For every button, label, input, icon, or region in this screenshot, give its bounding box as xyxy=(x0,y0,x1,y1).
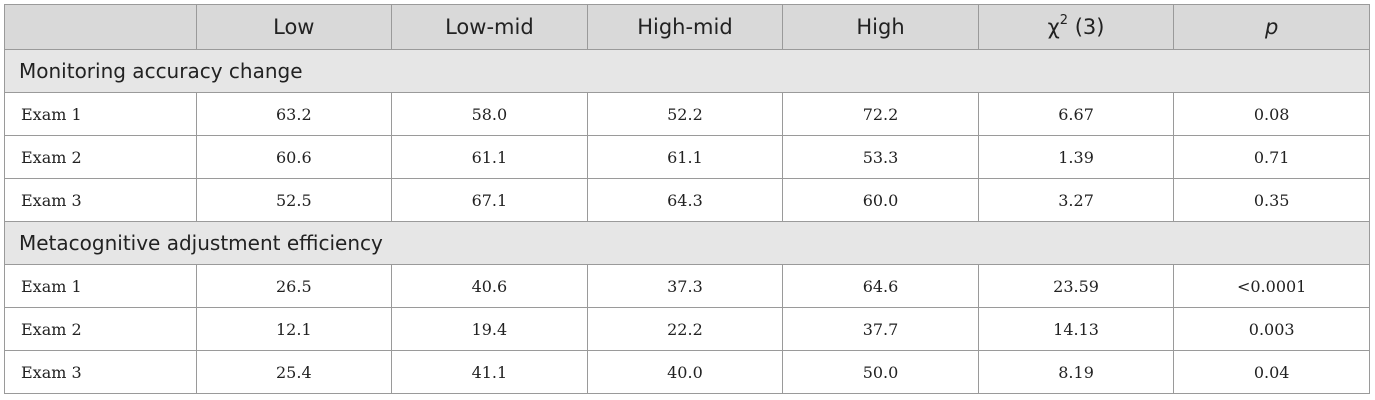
cell-high-mid: 61.1 xyxy=(586,135,784,179)
results-table-container: Low Low-mid High-mid High χ2 (3) p Monit… xyxy=(4,4,1370,394)
table-row: Exam 3 25.4 41.1 40.0 50.0 8.19 0.04 xyxy=(4,350,1370,394)
section-row-monitoring: Monitoring accuracy change xyxy=(4,49,1370,93)
chi-df: (3) xyxy=(1068,15,1105,39)
cell-high: 60.0 xyxy=(782,178,979,222)
results-table: Low Low-mid High-mid High χ2 (3) p Monit… xyxy=(4,4,1370,394)
cell-high-mid: 37.3 xyxy=(586,264,784,308)
section-title: Metacognitive adjustment efficiency xyxy=(4,221,1370,265)
cell-low: 25.4 xyxy=(195,350,393,394)
header-p: p xyxy=(1173,4,1370,50)
cell-p: 0.04 xyxy=(1173,350,1370,394)
cell-low-mid: 67.1 xyxy=(391,178,588,222)
table-row: Exam 3 52.5 67.1 64.3 60.0 3.27 0.35 xyxy=(4,178,1370,222)
section-row-metacognitive: Metacognitive adjustment efficiency xyxy=(4,221,1370,265)
cell-chi-square: 3.27 xyxy=(977,178,1175,222)
cell-low-mid: 58.0 xyxy=(391,92,588,136)
cell-chi-square: 14.13 xyxy=(977,307,1175,351)
cell-p: 0.35 xyxy=(1173,178,1370,222)
cell-low-mid: 61.1 xyxy=(391,135,588,179)
row-label: Exam 2 xyxy=(4,307,197,351)
cell-p: 0.71 xyxy=(1173,135,1370,179)
row-label: Exam 2 xyxy=(4,135,197,179)
row-label: Exam 3 xyxy=(4,178,197,222)
header-high: High xyxy=(782,4,979,50)
cell-chi-square: 1.39 xyxy=(977,135,1175,179)
cell-low-mid: 41.1 xyxy=(391,350,588,394)
cell-high-mid: 64.3 xyxy=(586,178,784,222)
table-row: Exam 1 63.2 58.0 52.2 72.2 6.67 0.08 xyxy=(4,92,1370,136)
header-row: Low Low-mid High-mid High χ2 (3) p xyxy=(4,4,1370,50)
row-label: Exam 1 xyxy=(4,92,197,136)
cell-chi-square: 6.67 xyxy=(977,92,1175,136)
header-chi-square: χ2 (3) xyxy=(977,4,1175,50)
header-high-mid: High-mid xyxy=(586,4,784,50)
cell-low: 60.6 xyxy=(195,135,393,179)
section-title: Monitoring accuracy change xyxy=(4,49,1370,93)
cell-chi-square: 23.59 xyxy=(977,264,1175,308)
cell-chi-square: 8.19 xyxy=(977,350,1175,394)
cell-high: 37.7 xyxy=(782,307,979,351)
cell-high-mid: 40.0 xyxy=(586,350,784,394)
header-low: Low xyxy=(195,4,393,50)
header-low-mid: Low-mid xyxy=(391,4,588,50)
cell-high: 72.2 xyxy=(782,92,979,136)
cell-high: 50.0 xyxy=(782,350,979,394)
cell-high-mid: 52.2 xyxy=(586,92,784,136)
cell-high-mid: 22.2 xyxy=(586,307,784,351)
table-row: Exam 1 26.5 40.6 37.3 64.6 23.59 <0.0001 xyxy=(4,264,1370,308)
cell-p: <0.0001 xyxy=(1173,264,1370,308)
cell-low-mid: 40.6 xyxy=(391,264,588,308)
table-row: Exam 2 12.1 19.4 22.2 37.7 14.13 0.003 xyxy=(4,307,1370,351)
cell-low: 63.2 xyxy=(195,92,393,136)
cell-low: 12.1 xyxy=(195,307,393,351)
cell-p: 0.08 xyxy=(1173,92,1370,136)
cell-low: 26.5 xyxy=(195,264,393,308)
cell-low: 52.5 xyxy=(195,178,393,222)
header-corner xyxy=(4,4,197,50)
cell-high: 64.6 xyxy=(782,264,979,308)
row-label: Exam 1 xyxy=(4,264,197,308)
chi-symbol: χ xyxy=(1047,15,1060,39)
cell-p: 0.003 xyxy=(1173,307,1370,351)
cell-high: 53.3 xyxy=(782,135,979,179)
chi-exponent: 2 xyxy=(1059,13,1069,28)
table-row: Exam 2 60.6 61.1 61.1 53.3 1.39 0.71 xyxy=(4,135,1370,179)
row-label: Exam 3 xyxy=(4,350,197,394)
cell-low-mid: 19.4 xyxy=(391,307,588,351)
